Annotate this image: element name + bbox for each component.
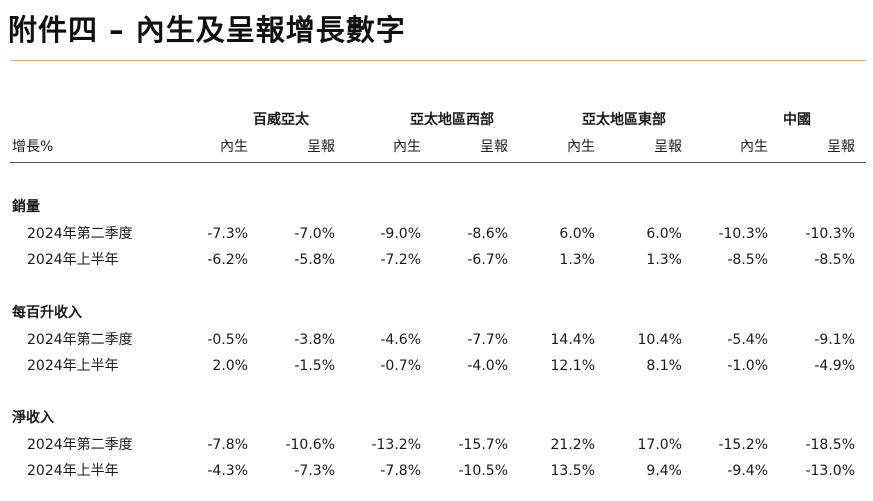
- row-label: 2024年上半年: [27, 358, 119, 374]
- row-label: 2024年上半年: [27, 463, 119, 479]
- table-cell: -0.7%: [380, 358, 421, 374]
- table-cell: -9.0%: [380, 226, 421, 242]
- table-cell: -9.1%: [814, 332, 855, 348]
- table-cell: -8.5%: [814, 252, 855, 268]
- table-cell: 21.2%: [550, 437, 595, 453]
- table-cell: -8.5%: [727, 252, 768, 268]
- table-cell: 2.0%: [212, 358, 248, 374]
- table-cell: -9.4%: [727, 463, 768, 479]
- subheader-organic: 內生: [740, 139, 768, 155]
- table-cell: -10.6%: [285, 437, 335, 453]
- table-cell: -1.5%: [294, 358, 335, 374]
- table-cell: -7.2%: [380, 252, 421, 268]
- subheader-organic: 內生: [393, 139, 421, 155]
- table-cell: 13.5%: [550, 463, 595, 479]
- table-cell: -1.0%: [727, 358, 768, 374]
- subheader-reported: 呈報: [827, 139, 855, 155]
- table-cell: -7.7%: [467, 332, 508, 348]
- row-label: 2024年第二季度: [27, 226, 133, 242]
- region-header-apac-east: 亞太地區東部: [582, 112, 666, 128]
- table-cell: -0.5%: [207, 332, 248, 348]
- subheader-organic: 內生: [220, 139, 248, 155]
- table-cell: -10.3%: [718, 226, 768, 242]
- table-cell: -4.3%: [207, 463, 248, 479]
- table-cell: -5.4%: [727, 332, 768, 348]
- table-cell: -7.3%: [207, 226, 248, 242]
- table-cell: 12.1%: [550, 358, 595, 374]
- region-header-china: 中國: [783, 112, 811, 128]
- table-cell: -10.5%: [458, 463, 508, 479]
- table-cell: -8.6%: [467, 226, 508, 242]
- table-cell: -13.2%: [371, 437, 421, 453]
- table-cell: -7.8%: [207, 437, 248, 453]
- subheader-organic: 內生: [567, 139, 595, 155]
- subheader-reported: 呈報: [654, 139, 682, 155]
- section-label: 銷量: [12, 199, 40, 215]
- table-cell: -4.9%: [814, 358, 855, 374]
- section-label: 淨收入: [12, 410, 54, 426]
- row-label: 2024年上半年: [27, 252, 119, 268]
- table-cell: 1.3%: [559, 252, 595, 268]
- table-cell: -13.0%: [805, 463, 855, 479]
- table-cell: -10.3%: [805, 226, 855, 242]
- table-cell: 6.0%: [559, 226, 595, 242]
- table-cell: 6.0%: [646, 226, 682, 242]
- table-cell: 17.0%: [637, 437, 682, 453]
- table-cell: -7.8%: [380, 463, 421, 479]
- table-cell: 1.3%: [646, 252, 682, 268]
- row-label: 2024年第二季度: [27, 437, 133, 453]
- table-cell: -6.7%: [467, 252, 508, 268]
- table-cell: 8.1%: [646, 358, 682, 374]
- page-title: 附件四 – 內生及呈報增長數字: [8, 13, 406, 47]
- table-cell: -7.0%: [294, 226, 335, 242]
- title-divider: [10, 60, 866, 61]
- table-cell: -7.3%: [294, 463, 335, 479]
- table-cell: -3.8%: [294, 332, 335, 348]
- subheader-reported: 呈報: [480, 139, 508, 155]
- region-header-bud-apac: 百威亞太: [253, 112, 309, 128]
- table-cell: -15.2%: [718, 437, 768, 453]
- subheader-reported: 呈報: [307, 139, 335, 155]
- table-cell: 9.4%: [646, 463, 682, 479]
- table-cell: -15.7%: [458, 437, 508, 453]
- stub-header: 增長%: [12, 139, 54, 155]
- table-cell: -5.8%: [294, 252, 335, 268]
- table-cell: -4.6%: [380, 332, 421, 348]
- region-header-apac-west: 亞太地區西部: [410, 112, 494, 128]
- header-divider: [10, 162, 866, 163]
- table-cell: -4.0%: [467, 358, 508, 374]
- section-label: 每百升收入: [12, 305, 82, 321]
- table-cell: 10.4%: [637, 332, 682, 348]
- table-cell: -18.5%: [805, 437, 855, 453]
- table-cell: -6.2%: [207, 252, 248, 268]
- row-label: 2024年第二季度: [27, 332, 133, 348]
- table-cell: 14.4%: [550, 332, 595, 348]
